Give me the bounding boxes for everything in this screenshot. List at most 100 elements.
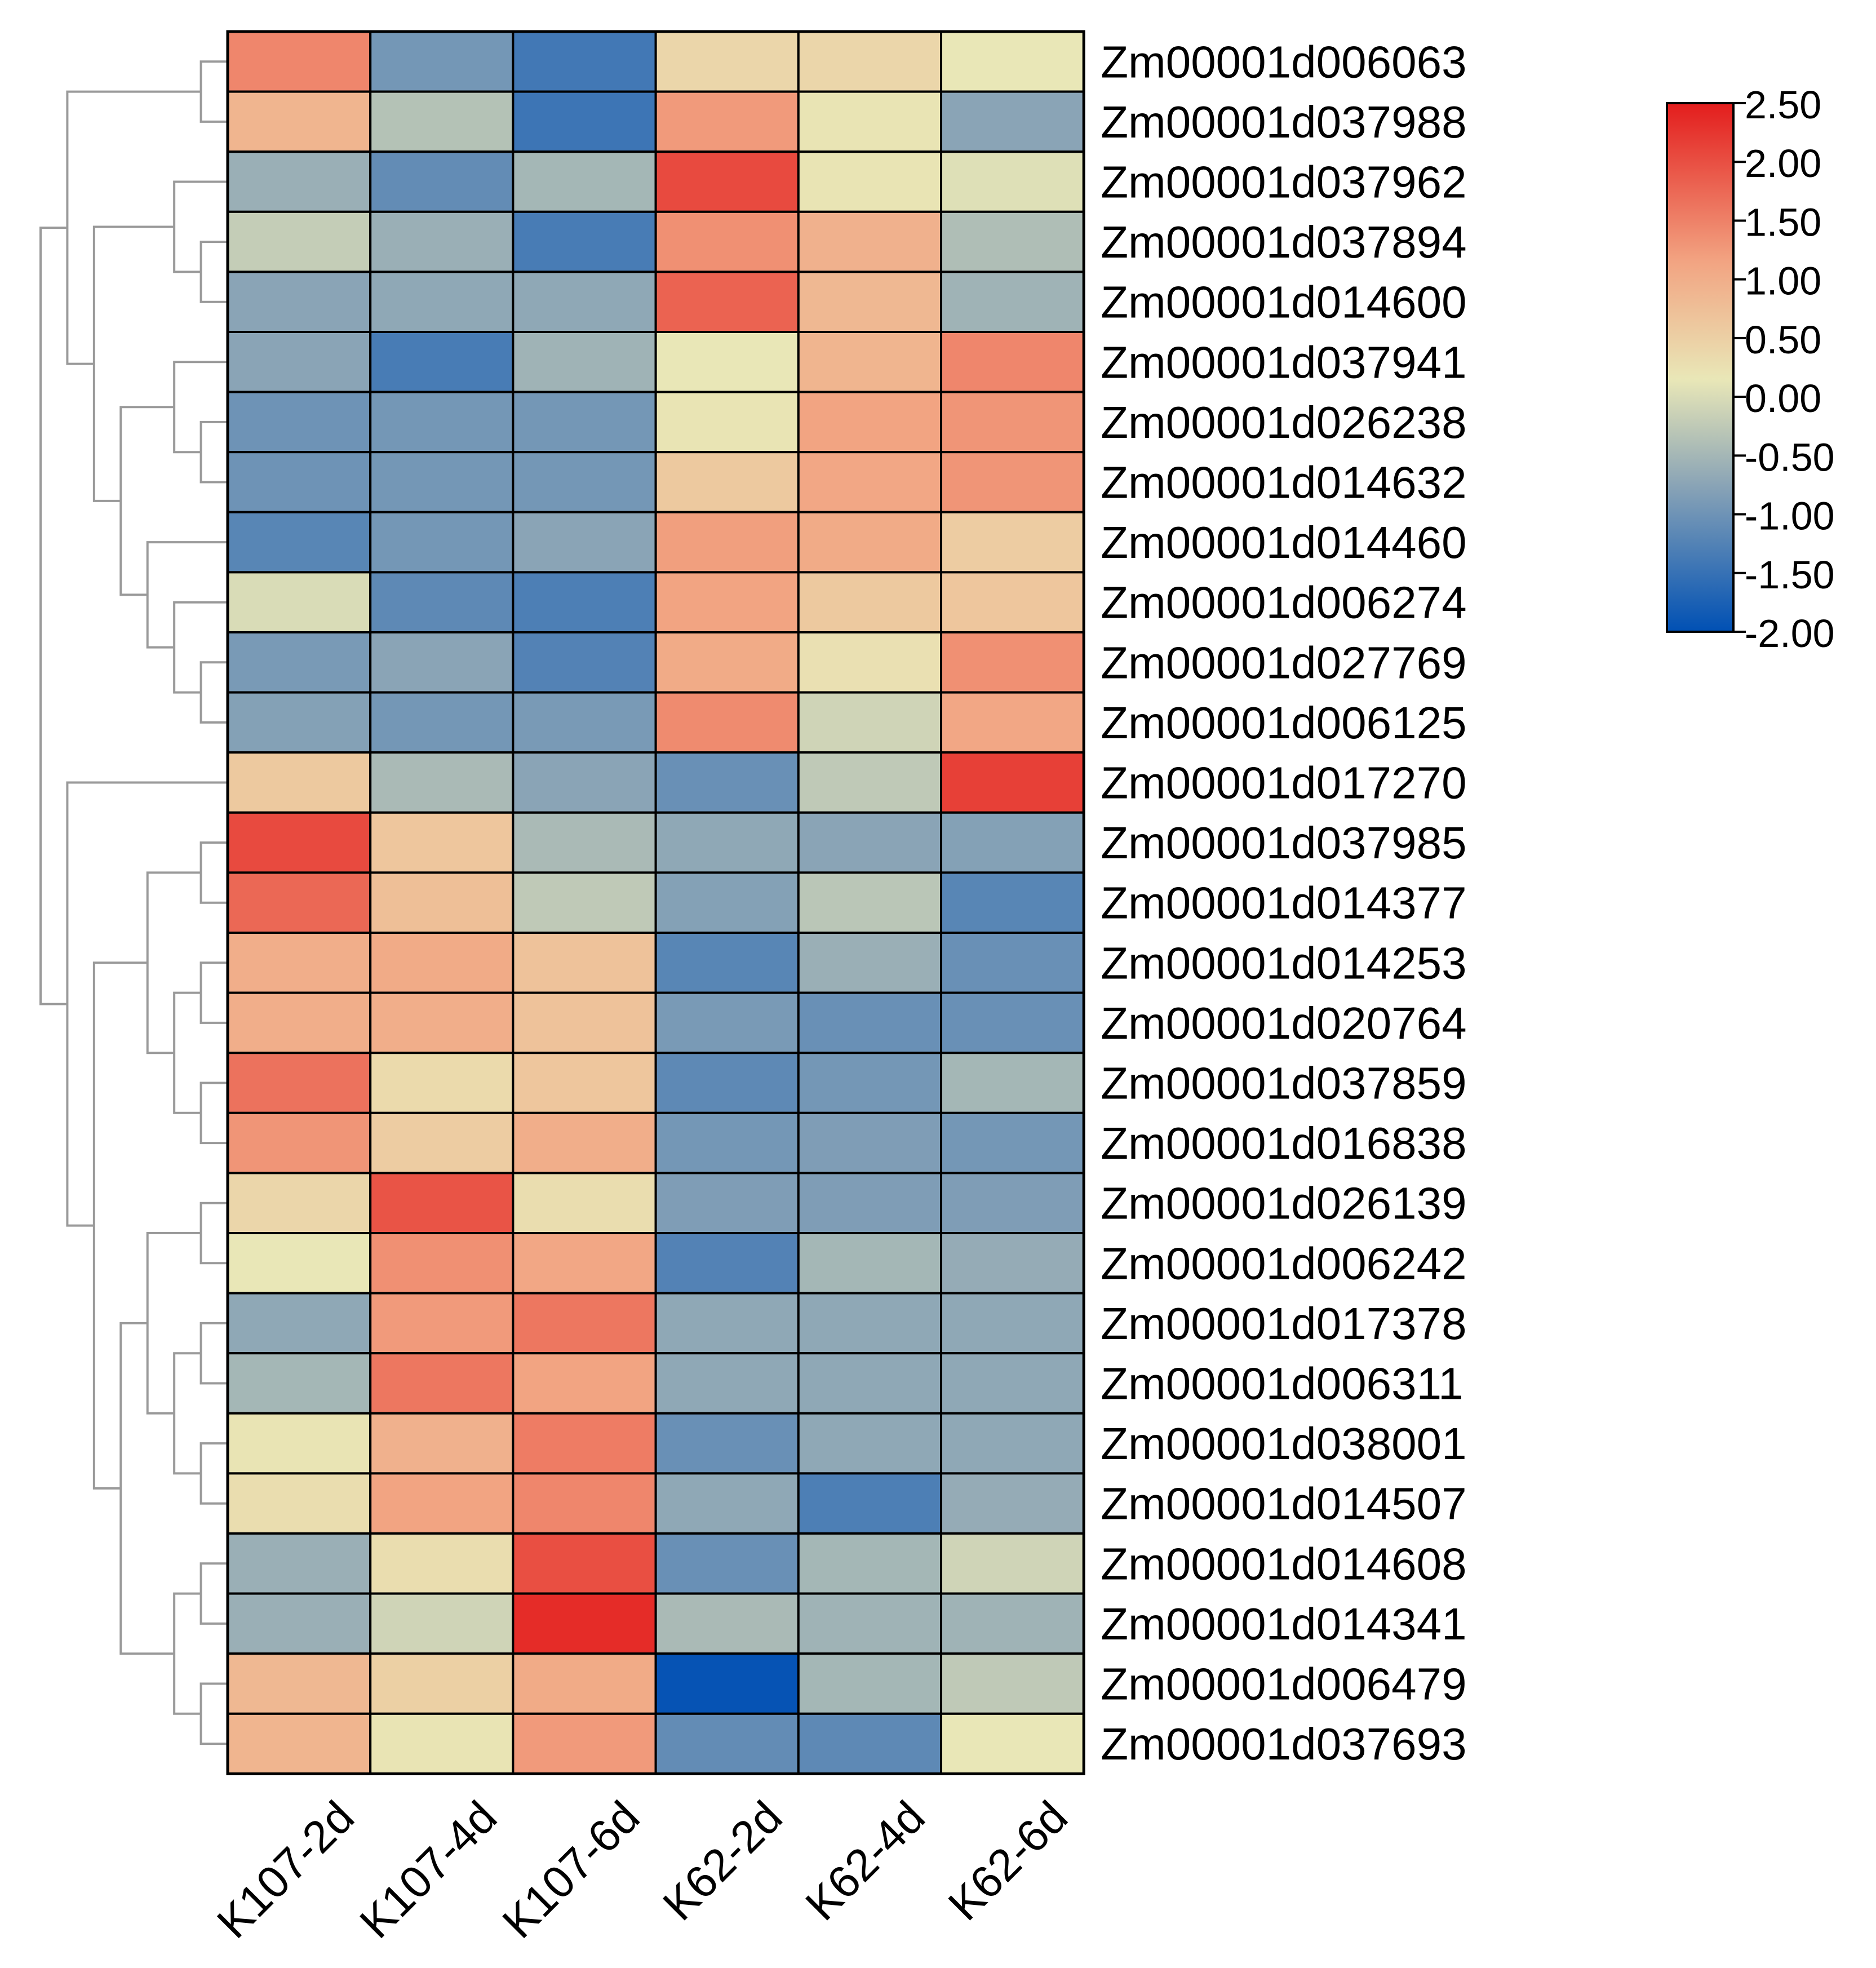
dendrogram-branch (199, 1682, 228, 1745)
heatmap-cell (369, 871, 515, 934)
row-label: Zm00001d014600 (1101, 277, 1466, 327)
heatmap-cell (654, 1592, 800, 1655)
column-label: K62-4d (796, 1792, 934, 1930)
heatmap-cell (369, 811, 515, 874)
heatmap-cell (227, 1532, 372, 1595)
heatmap-cell (797, 751, 943, 814)
row-label: Zm00001d017378 (1101, 1298, 1466, 1349)
heatmap-cell (940, 1532, 1085, 1595)
heatmap-cell (654, 751, 800, 814)
heatmap-cell (369, 1052, 515, 1114)
dendrogram-branch (146, 541, 228, 649)
heatmap-cell (654, 331, 800, 393)
heatmap-cell (940, 1111, 1085, 1174)
heatmap-cell (654, 1532, 800, 1595)
heatmap-cell (940, 1712, 1085, 1775)
heatmap-cell (227, 1592, 372, 1655)
colorbar-ticks: 2.50 2.00 1.50 1.00 0.50 0.00 -0.50 -1.00 -1.50 -… (1733, 83, 1835, 655)
heatmap-cell (512, 1052, 657, 1114)
row-label: Zm00001d014460 (1101, 517, 1466, 568)
heatmap-cell (369, 331, 515, 393)
heatmap-cell (654, 1352, 800, 1415)
heatmap-cell (369, 1292, 515, 1355)
heatmap-cell (654, 271, 800, 333)
heatmap-cell (512, 90, 657, 153)
row-label: Zm00001d037988 (1101, 97, 1466, 147)
heatmap-cell (654, 1712, 800, 1775)
heatmap-cell (654, 691, 800, 754)
dendrogram-branch (199, 420, 228, 484)
heatmap-cell (940, 1232, 1085, 1295)
heatmap-cell (797, 150, 943, 213)
heatmap-cell (227, 1172, 372, 1234)
colorbar-tick-label: -1.50 (1745, 553, 1835, 597)
colorbar-tick-label: 1.50 (1745, 200, 1821, 244)
heatmap-cell (227, 1111, 372, 1174)
heatmap-cell (227, 1052, 372, 1114)
heatmap-cell (940, 691, 1085, 754)
heatmap-cell (227, 1712, 372, 1775)
heatmap-cell (512, 1111, 657, 1174)
heatmap-cell (654, 30, 800, 93)
heatmap-cell (512, 1292, 657, 1355)
column-label: K107-4d (350, 1792, 506, 1948)
heatmap-cell (227, 511, 372, 574)
dendrogram-branch (173, 180, 228, 273)
heatmap-cell (797, 1172, 943, 1234)
row-label: Zm00001d014341 (1101, 1599, 1466, 1649)
dendrogram-branch (119, 406, 175, 596)
heatmap-cell (227, 210, 372, 273)
heatmap-cell (512, 271, 657, 333)
heatmap-cell (227, 991, 372, 1054)
colorbar-tick-label: -2.00 (1745, 611, 1835, 655)
heatmap-cell (940, 1592, 1085, 1655)
dendrogram-branch (173, 991, 201, 1114)
heatmap-cell (797, 1532, 943, 1595)
dendrogram-branch (199, 841, 228, 904)
heatmap-cell (369, 1412, 515, 1475)
heatmap-cell (227, 691, 372, 754)
dendrogram-branch (199, 661, 228, 724)
heatmap-cell (369, 571, 515, 634)
column-label: K62-6d (939, 1792, 1077, 1930)
heatmap-cell (512, 871, 657, 934)
heatmap-cell (797, 1052, 943, 1114)
heatmap-cell (940, 1052, 1085, 1114)
heatmap-cell (227, 1412, 372, 1475)
heatmap-cell (369, 1592, 515, 1655)
heatmap-cell (940, 511, 1085, 574)
heatmap-cell (512, 991, 657, 1054)
heatmap-cell (512, 811, 657, 874)
colorbar-tick-label: 2.50 (1745, 83, 1821, 127)
row-label: Zm00001d038001 (1101, 1419, 1466, 1469)
heatmap-cell (940, 1412, 1085, 1475)
heatmap-cell (797, 511, 943, 574)
dendrogram-branch (39, 227, 68, 1005)
row-label: Zm00001d016838 (1101, 1118, 1466, 1168)
heatmap-cell (512, 331, 657, 393)
heatmap-cell (797, 1472, 943, 1535)
heatmap-cell (512, 1532, 657, 1595)
heatmap-cell (654, 932, 800, 994)
row-label: Zm00001d014253 (1101, 938, 1466, 988)
row-label: Zm00001d037693 (1101, 1719, 1466, 1769)
heatmap-cell (797, 210, 943, 273)
dendrogram-branch (173, 1592, 201, 1715)
heatmap-cell (369, 90, 515, 153)
row-label: Zm00001d006125 (1101, 698, 1466, 748)
row-label: Zm00001d026139 (1101, 1178, 1466, 1229)
colorbar-tick-label: -0.50 (1745, 435, 1835, 479)
heatmap-cell (797, 1592, 943, 1655)
heatmap-cell (797, 811, 943, 874)
dendrogram-branch (66, 90, 201, 365)
dendrogram-branch (199, 1322, 228, 1385)
heatmap-cell (797, 631, 943, 694)
heatmap-cell (227, 150, 372, 213)
row-label: Zm00001d006063 (1101, 37, 1466, 87)
heatmap-cell (227, 571, 372, 634)
heatmap-cell (654, 1111, 800, 1174)
heatmap-cell (227, 451, 372, 513)
heatmap-cell (654, 391, 800, 454)
heatmap-cell (797, 991, 943, 1054)
